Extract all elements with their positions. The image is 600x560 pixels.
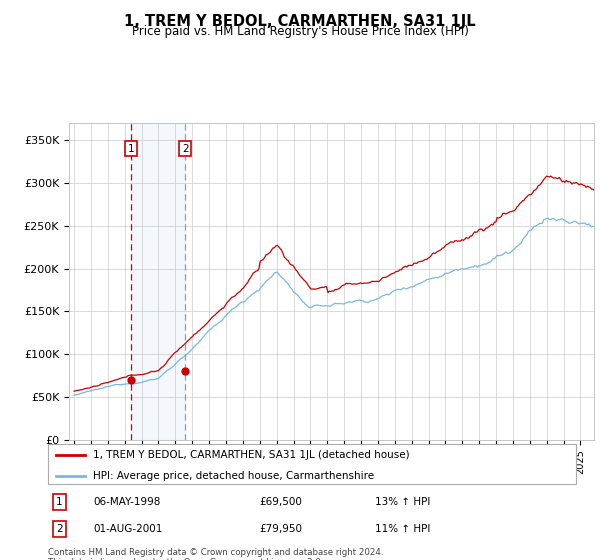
Text: 1, TREM Y BEDOL, CARMARTHEN, SA31 1JL (detached house): 1, TREM Y BEDOL, CARMARTHEN, SA31 1JL (d… <box>93 450 410 460</box>
FancyBboxPatch shape <box>48 444 576 484</box>
Text: 1, TREM Y BEDOL, CARMARTHEN, SA31 1JL: 1, TREM Y BEDOL, CARMARTHEN, SA31 1JL <box>124 14 476 29</box>
Text: HPI: Average price, detached house, Carmarthenshire: HPI: Average price, detached house, Carm… <box>93 470 374 480</box>
Text: 11% ↑ HPI: 11% ↑ HPI <box>376 524 431 534</box>
Text: £69,500: £69,500 <box>259 497 302 507</box>
Text: 1: 1 <box>128 144 134 154</box>
Text: Contains HM Land Registry data © Crown copyright and database right 2024.
This d: Contains HM Land Registry data © Crown c… <box>48 548 383 560</box>
Text: £79,950: £79,950 <box>259 524 302 534</box>
Text: 2: 2 <box>182 144 188 154</box>
Text: 2: 2 <box>56 524 63 534</box>
Text: 1: 1 <box>56 497 63 507</box>
Text: 06-MAY-1998: 06-MAY-1998 <box>93 497 160 507</box>
Text: Price paid vs. HM Land Registry's House Price Index (HPI): Price paid vs. HM Land Registry's House … <box>131 25 469 38</box>
Text: 13% ↑ HPI: 13% ↑ HPI <box>376 497 431 507</box>
Text: 01-AUG-2001: 01-AUG-2001 <box>93 524 162 534</box>
Bar <box>131 123 185 440</box>
